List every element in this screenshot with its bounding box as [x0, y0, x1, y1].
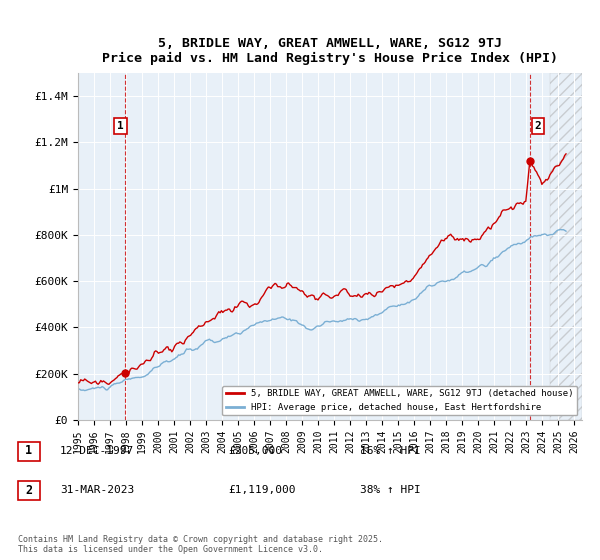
Text: 2: 2	[535, 121, 541, 131]
Title: 5, BRIDLE WAY, GREAT AMWELL, WARE, SG12 9TJ
Price paid vs. HM Land Registry's Ho: 5, BRIDLE WAY, GREAT AMWELL, WARE, SG12 …	[102, 36, 558, 65]
Text: 38% ↑ HPI: 38% ↑ HPI	[360, 485, 421, 495]
Text: £205,000: £205,000	[228, 446, 282, 456]
Text: 1: 1	[25, 444, 32, 458]
Text: Contains HM Land Registry data © Crown copyright and database right 2025.
This d: Contains HM Land Registry data © Crown c…	[18, 535, 383, 554]
Text: 1: 1	[117, 121, 124, 131]
Text: 31-MAR-2023: 31-MAR-2023	[60, 485, 134, 495]
Legend: 5, BRIDLE WAY, GREAT AMWELL, WARE, SG12 9TJ (detached house), HPI: Average price: 5, BRIDLE WAY, GREAT AMWELL, WARE, SG12 …	[223, 386, 577, 416]
Text: 16% ↑ HPI: 16% ↑ HPI	[360, 446, 421, 456]
Text: 2: 2	[25, 483, 32, 497]
Text: £1,119,000: £1,119,000	[228, 485, 296, 495]
Text: 12-DEC-1997: 12-DEC-1997	[60, 446, 134, 456]
